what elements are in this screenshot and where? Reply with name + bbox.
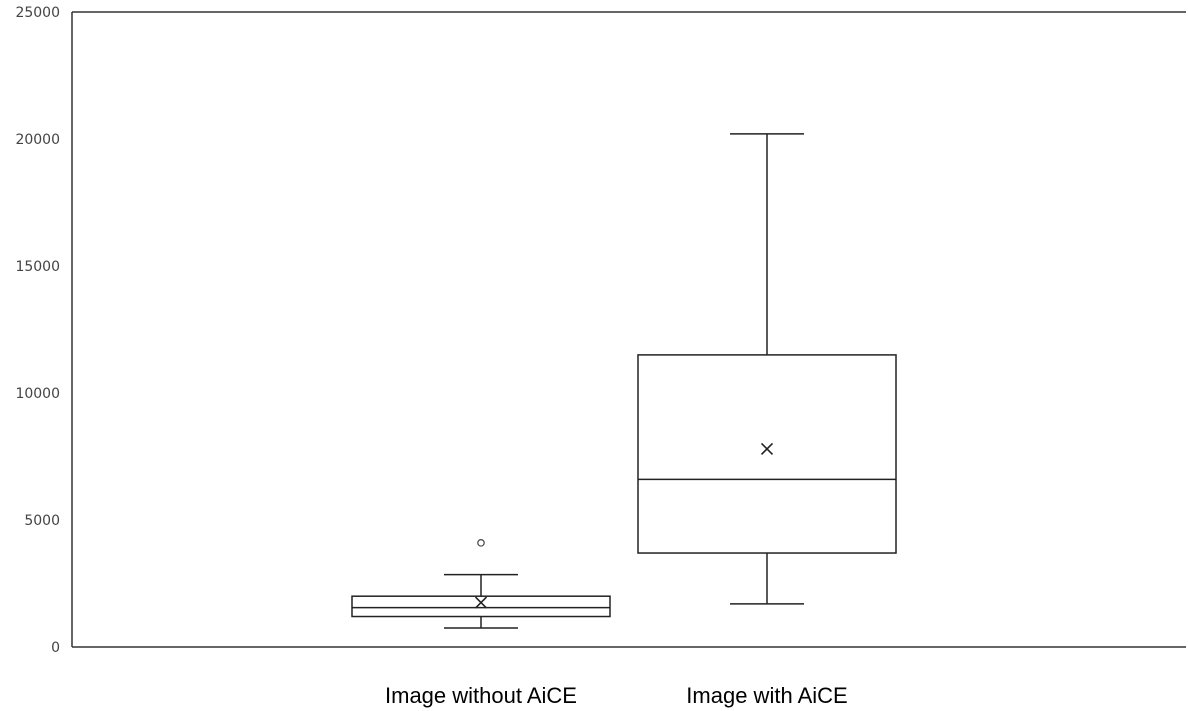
box-2 xyxy=(637,133,897,605)
interquartile-box xyxy=(637,354,897,554)
y-tick-label: 20000 xyxy=(15,132,60,148)
y-tick-label: 5000 xyxy=(24,513,60,529)
box-series xyxy=(351,133,897,629)
mean-marker-stroke-b xyxy=(760,442,774,455)
y-axis-ticks: 0 5000 10000 15000 20000 25000 xyxy=(15,5,60,656)
plot-frame xyxy=(71,11,1186,648)
interquartile-box xyxy=(351,595,611,618)
mean-marker xyxy=(474,596,488,609)
y-tick-label: 15000 xyxy=(15,259,60,275)
x-category-label: Image without AiCE xyxy=(385,683,577,708)
x-category-label: Image with AiCE xyxy=(686,683,847,708)
mean-marker xyxy=(760,442,774,455)
mean-marker-stroke-b xyxy=(474,596,488,609)
y-tick-label: 0 xyxy=(51,640,60,656)
y-tick-label: 25000 xyxy=(15,5,60,21)
x-axis-labels: Image without AiCE Image with AiCE xyxy=(385,683,848,708)
outlier-point xyxy=(477,539,485,547)
y-tick-label: 10000 xyxy=(15,386,60,402)
box-1 xyxy=(351,539,611,629)
